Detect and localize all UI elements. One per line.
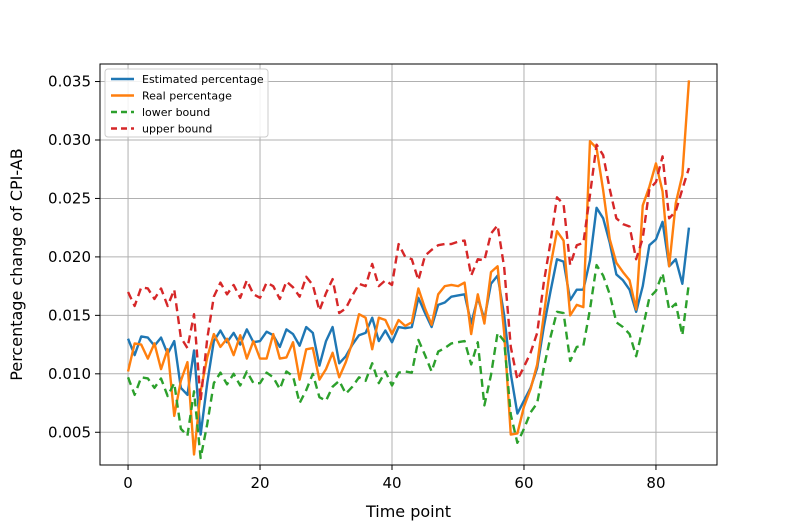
series-line-upper-bound (126, 143, 691, 402)
y-tick-label: 0.010 (48, 365, 91, 383)
legend-label: Real percentage (142, 90, 232, 103)
y-tick-label: 0.035 (48, 73, 91, 91)
y-axis-ticks: 0.005 0.010 0.015 0.020 0.025 0.030 0.035 (48, 73, 100, 441)
plot-frame (99, 63, 718, 466)
grid (100, 64, 717, 465)
x-tick-label: 60 (514, 474, 533, 492)
x-axis-label: Time point (365, 502, 451, 521)
legend-label: upper bound (142, 123, 212, 136)
y-tick-label: 0.030 (48, 131, 91, 149)
y-tick-label: 0.025 (48, 189, 91, 207)
x-tick-label: 0 (123, 474, 133, 492)
y-axis-label: Percentage change of CPI-AB (7, 148, 26, 380)
series-lines (126, 80, 691, 460)
legend: Estimated percentage Real percentage lower… (104, 68, 269, 138)
y-tick-label: 0.015 (48, 306, 91, 324)
series-line-lower-bound (126, 263, 691, 460)
x-axis-ticks: 0 20 40 60 80 (123, 465, 666, 492)
series-line-estimated-percentage (126, 206, 691, 436)
legend-label: Estimated percentage (142, 73, 264, 86)
x-tick-label: 20 (250, 474, 269, 492)
y-tick-label: 0.005 (48, 423, 91, 441)
x-tick-label: 80 (646, 474, 665, 492)
y-tick-label: 0.020 (48, 248, 91, 266)
legend-label: lower bound (142, 106, 210, 119)
legend-box (104, 68, 269, 138)
x-tick-label: 40 (382, 474, 401, 492)
